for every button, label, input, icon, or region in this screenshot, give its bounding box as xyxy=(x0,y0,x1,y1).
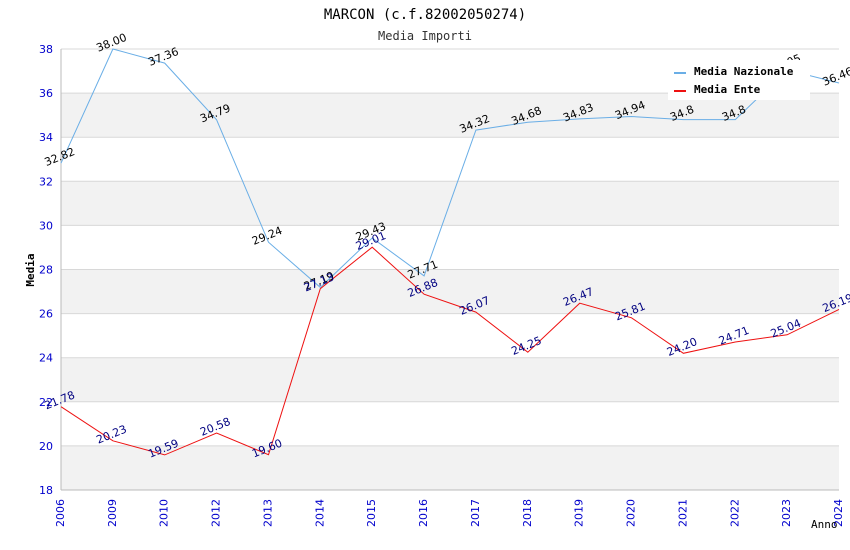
data-label: 36.46 xyxy=(821,65,850,89)
axes xyxy=(60,49,839,491)
y-axis-label: Media xyxy=(24,253,37,286)
x-tick-label: 2013 xyxy=(261,499,274,527)
grid-band xyxy=(61,357,839,402)
data-label: 21.78 xyxy=(43,388,77,412)
grid-band xyxy=(61,269,839,314)
series-lines xyxy=(60,48,840,456)
data-labels: 32.8238.0037.3634.7929.2427.1929.4327.71… xyxy=(43,31,850,461)
data-label: 32.82 xyxy=(43,145,77,169)
x-tick-label: 2023 xyxy=(780,499,793,527)
data-label: 20.58 xyxy=(198,415,232,439)
gridlines xyxy=(61,48,839,491)
x-tick-label: 2019 xyxy=(573,499,586,527)
legend-label-ente: Media Ente xyxy=(694,83,761,96)
x-tick-label: 2018 xyxy=(521,499,534,527)
y-tick-label: 24 xyxy=(39,352,53,365)
legend-box xyxy=(668,60,810,100)
data-label: 24.71 xyxy=(717,324,751,348)
y-tick-label: 32 xyxy=(39,175,53,188)
grid-band xyxy=(61,445,839,490)
series-line-ente xyxy=(60,246,840,456)
data-label: 25.04 xyxy=(769,317,803,341)
x-tick-label: 2015 xyxy=(365,499,378,527)
y-tick-label: 22 xyxy=(39,396,53,409)
y-tick-label: 38 xyxy=(39,43,53,56)
y-tick-label: 30 xyxy=(39,219,53,232)
y-tick-label: 34 xyxy=(39,131,53,144)
y-tick-label: 36 xyxy=(39,87,53,100)
y-tick-labels: 18 20 22 24 26 28 30 32 34 36 38 xyxy=(39,43,53,497)
x-tick-label: 2009 xyxy=(106,499,119,527)
legend-label-nazionale: Media Nazionale xyxy=(694,65,794,78)
x-tick-label: 2006 xyxy=(54,499,67,527)
background-bands xyxy=(61,93,839,490)
grid-band xyxy=(61,93,839,138)
x-tick-label: 2017 xyxy=(469,499,482,527)
x-tick-label: 2012 xyxy=(210,499,223,527)
data-label: 24.25 xyxy=(509,334,543,358)
x-axis-label: Anno xyxy=(811,518,838,531)
x-tick-label: 2022 xyxy=(728,499,741,527)
y-tick-label: 28 xyxy=(39,264,53,277)
data-label: 20.23 xyxy=(95,423,129,447)
data-label: 24.20 xyxy=(665,335,699,359)
chart-title: MARCON (c.f.82002050274) xyxy=(324,7,526,23)
data-label: 29.24 xyxy=(250,224,284,248)
x-tick-label: 2014 xyxy=(313,499,326,527)
legend: Media Nazionale Media Ente xyxy=(668,60,810,100)
x-tick-labels: 2006 2009 2010 2012 2013 2014 2015 2016 2017 2018… xyxy=(54,499,845,527)
x-tick-label: 2021 xyxy=(676,499,689,527)
x-tick-label: 2010 xyxy=(158,499,171,527)
x-tick-label: 2020 xyxy=(625,499,638,527)
y-tick-label: 26 xyxy=(39,308,53,321)
y-tick-label: 18 xyxy=(39,484,53,497)
x-tick-label: 2024 xyxy=(832,499,845,527)
series-line-nazionale xyxy=(60,48,840,289)
x-tick-label: 2016 xyxy=(417,499,430,527)
y-tick-label: 20 xyxy=(39,440,53,453)
chart-subtitle: Media Importi xyxy=(378,29,472,43)
